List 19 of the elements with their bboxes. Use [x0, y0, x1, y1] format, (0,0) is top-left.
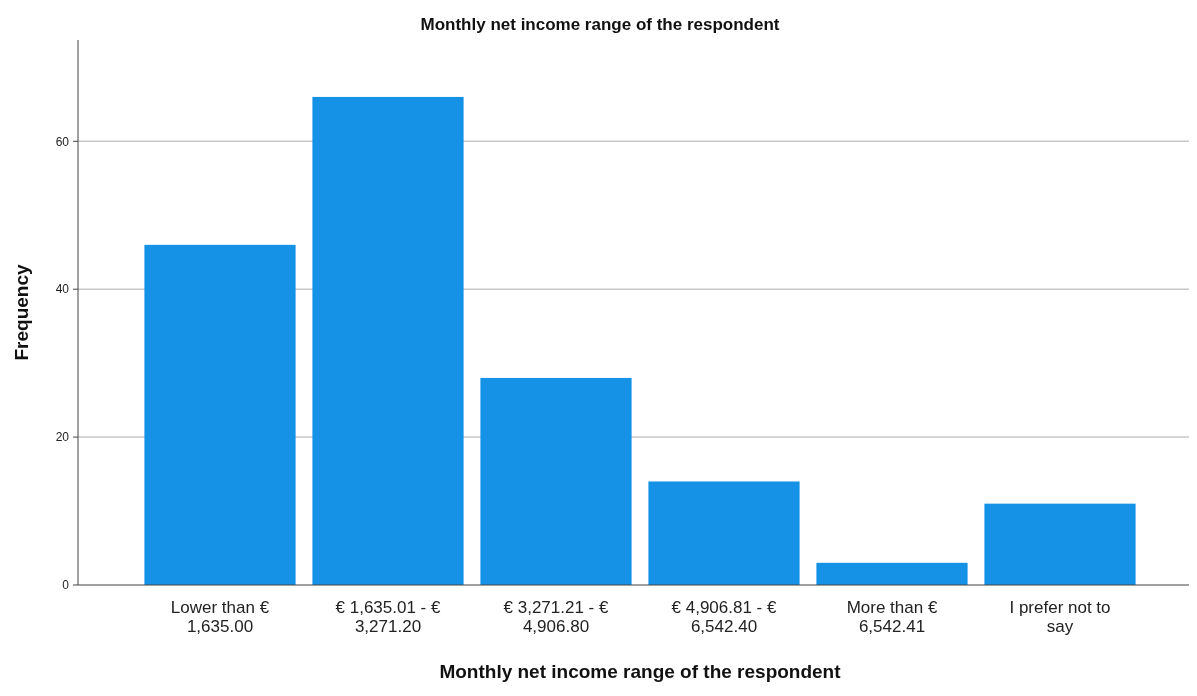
y-tick-label: 20	[55, 430, 70, 445]
y-tick-label: 60	[55, 134, 70, 149]
bar	[480, 377, 632, 585]
x-axis-title: Monthly net income range of the respondent	[439, 661, 842, 682]
bar	[984, 503, 1136, 585]
x-tick-label: I prefer not to say	[1009, 598, 1111, 636]
y-tick-label: 40	[55, 282, 70, 297]
x-tick-label: € 1,635.01 - € 3,271.20	[335, 598, 441, 636]
y-tick-label: 0	[62, 578, 70, 593]
bar	[144, 244, 296, 585]
bar	[312, 96, 464, 585]
x-tick-label: € 4,906.81 - € 6,542.40	[671, 598, 777, 636]
bar	[816, 562, 968, 585]
x-tick-label: More than € 6,542.41	[846, 598, 938, 636]
x-tick-label: Lower than € 1,635.00	[170, 598, 270, 636]
bar	[648, 481, 800, 585]
chart-title: Monthly net income range of the respondent	[420, 15, 780, 34]
y-axis-title: Frequency	[11, 264, 32, 361]
x-tick-label: € 3,271.21 - € 4,906.80	[503, 598, 609, 636]
